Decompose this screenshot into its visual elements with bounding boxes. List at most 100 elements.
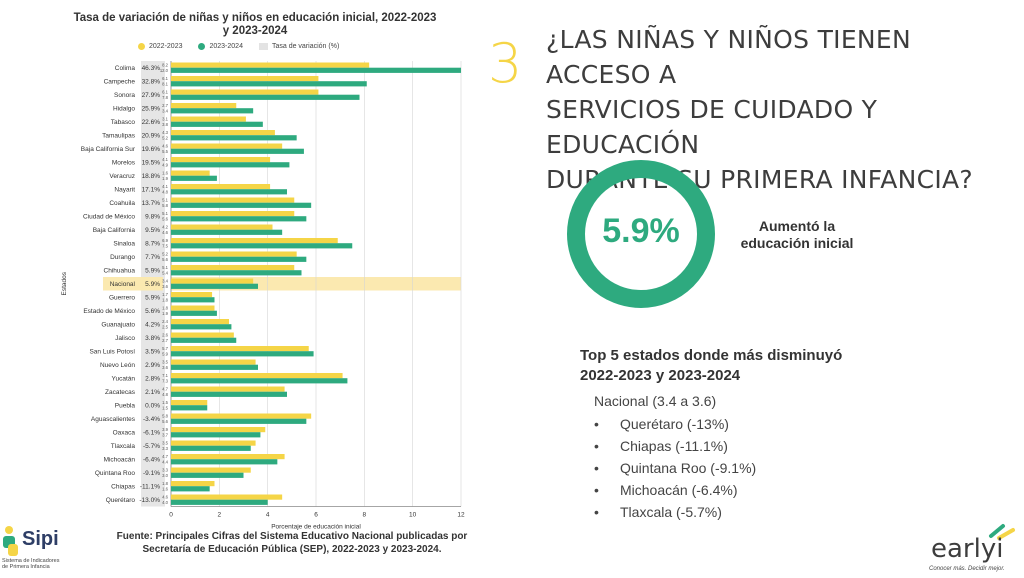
value-label-2023: 3.8: [162, 122, 168, 127]
sipi-sub-line-2: de Primera Infancia: [2, 564, 50, 570]
bar-2023-2024: [171, 432, 261, 438]
category-label: Nuevo León: [100, 362, 135, 369]
rate-label: -3.4%: [143, 416, 160, 423]
bar-2022-2023: [171, 454, 285, 460]
rate-label: 13.7%: [142, 200, 161, 207]
bar-2022-2023: [171, 251, 297, 257]
rate-label: 2.1%: [145, 389, 160, 396]
kpi-ring-circle: [567, 160, 715, 308]
value-label-2022: 4.6: [162, 144, 168, 149]
rate-label: 27.9%: [142, 92, 161, 99]
category-label: Aguascalientes: [91, 416, 136, 423]
bar-2023-2024: [171, 94, 360, 100]
bar-2022-2023: [171, 386, 285, 392]
value-label-2023: 1.6: [162, 487, 168, 492]
bar-2022-2023: [171, 116, 246, 122]
list-item-text: Chiapas (-11.1%): [620, 438, 728, 454]
kpi-value: 5.9%: [602, 212, 680, 250]
bar-2023-2024: [171, 108, 254, 114]
rate-label: 19.5%: [142, 160, 161, 167]
bar-2022-2023: [171, 305, 215, 311]
rate-label: 5.6%: [145, 308, 160, 315]
legend-item-2022: 2022-2023: [138, 43, 182, 50]
bar-2023-2024: [171, 67, 461, 73]
category-label: Nayarit: [114, 187, 135, 194]
category-label: Hidalgo: [113, 106, 135, 113]
bar-2022-2023: [171, 467, 251, 473]
category-label: Yucatán: [112, 376, 136, 383]
bar-2023-2024: [171, 162, 290, 168]
chart-title-line-2: y 2023-2024: [222, 25, 288, 37]
rate-label: -11.1%: [140, 484, 160, 491]
value-label-2022: 3.1: [162, 117, 168, 122]
bullet-icon: •: [594, 416, 599, 432]
value-label-2023: 12.0: [160, 68, 169, 73]
value-label-2023: 1.5: [162, 406, 168, 411]
value-label-2022: 4.7: [162, 454, 168, 459]
early-logo: earlyi Conocer más. Decidir mejor.: [925, 520, 1020, 576]
kpi-ring: [567, 160, 715, 308]
rate-label: 2.8%: [145, 376, 160, 383]
category-label: Chiapas: [111, 484, 136, 491]
value-label-2022: 1.6: [162, 171, 168, 176]
value-label-2022: 6.9: [162, 238, 168, 243]
bar-2022-2023: [171, 400, 208, 406]
rate-label: 4.2%: [145, 322, 160, 329]
legend-item-rate: Tasa de variación (%): [258, 43, 339, 50]
list-item: • Tlaxcala (-5.7%): [594, 501, 756, 523]
legend-label-2023: 2023-2024: [209, 43, 243, 50]
early-logo-mark-icon: [989, 524, 1015, 540]
value-label-2023: 4.8: [162, 190, 168, 195]
value-label-2022: 4.7: [162, 387, 168, 392]
sipi-sub-line-1: Sistema de Indicadores: [2, 558, 60, 564]
rate-label: 5.9%: [145, 281, 160, 288]
bar-2023-2024: [171, 486, 210, 492]
bar-2023-2024: [171, 135, 297, 141]
category-label: Jalisco: [115, 335, 135, 342]
sipi-logo-subtitle: Sistema de Indicadores de Primera Infanc…: [2, 558, 59, 570]
rate-label: 3.5%: [145, 349, 160, 356]
value-label-2023: 4.8: [162, 392, 168, 397]
value-label-2022: 4.1: [162, 184, 168, 189]
bar-2022-2023: [171, 319, 229, 325]
value-label-2023: 5.6: [162, 419, 168, 424]
value-label-2023: 5.6: [162, 217, 168, 222]
bar-2023-2024: [171, 472, 244, 478]
rate-label: 0.0%: [145, 403, 160, 410]
bar-2023-2024: [171, 81, 367, 87]
bar-2023-2024: [171, 351, 314, 357]
bar-2022-2023: [171, 265, 295, 271]
category-label: Guanajuato: [101, 322, 135, 329]
chart-title-line-1: Tasa de variación de niñas y niños en ed…: [73, 12, 437, 24]
value-label-2022: 4.2: [162, 225, 168, 230]
bar-2023-2024: [171, 270, 302, 276]
value-label-2023: 3.6: [162, 284, 168, 289]
category-label: Chihuahua: [104, 268, 136, 275]
rate-label: 19.6%: [142, 146, 161, 153]
rate-label: 17.1%: [142, 187, 161, 194]
top5-title-line-2: 2022-2023 y 2023-2024: [580, 367, 741, 384]
bar-2022-2023: [171, 130, 275, 136]
rate-label: -6.4%: [143, 457, 160, 464]
category-label: Sinaloa: [113, 241, 135, 248]
value-label-2023: 5.6: [162, 257, 168, 262]
value-label-2022: 8.2: [162, 63, 168, 68]
legend-item-2023: 2023-2024: [198, 43, 243, 50]
headline-line-2: SERVICIOS DE CUIDADO Y EDUCACIÓN: [546, 95, 878, 159]
bar-2023-2024: [171, 256, 307, 262]
value-label-2022: 5.1: [162, 211, 168, 216]
x-axis-label: Porcentaje de educación inicial: [271, 524, 361, 531]
category-label: Quintana Roo: [95, 470, 135, 477]
bar-2023-2024: [171, 418, 307, 424]
value-label-2023: 8.1: [162, 82, 168, 87]
value-label-2023: 1.9: [162, 311, 168, 316]
value-label-2022: 1.7: [162, 292, 168, 297]
category-label: Campeche: [104, 79, 136, 86]
x-tick-label: 6: [314, 512, 318, 519]
bar-2022-2023: [171, 481, 215, 487]
bullet-icon: •: [594, 438, 599, 454]
value-label-2023: 3.0: [162, 473, 168, 478]
value-label-2022: 4.1: [162, 157, 168, 162]
bar-2023-2024: [171, 202, 312, 208]
legend-swatch-2023: [198, 43, 206, 50]
